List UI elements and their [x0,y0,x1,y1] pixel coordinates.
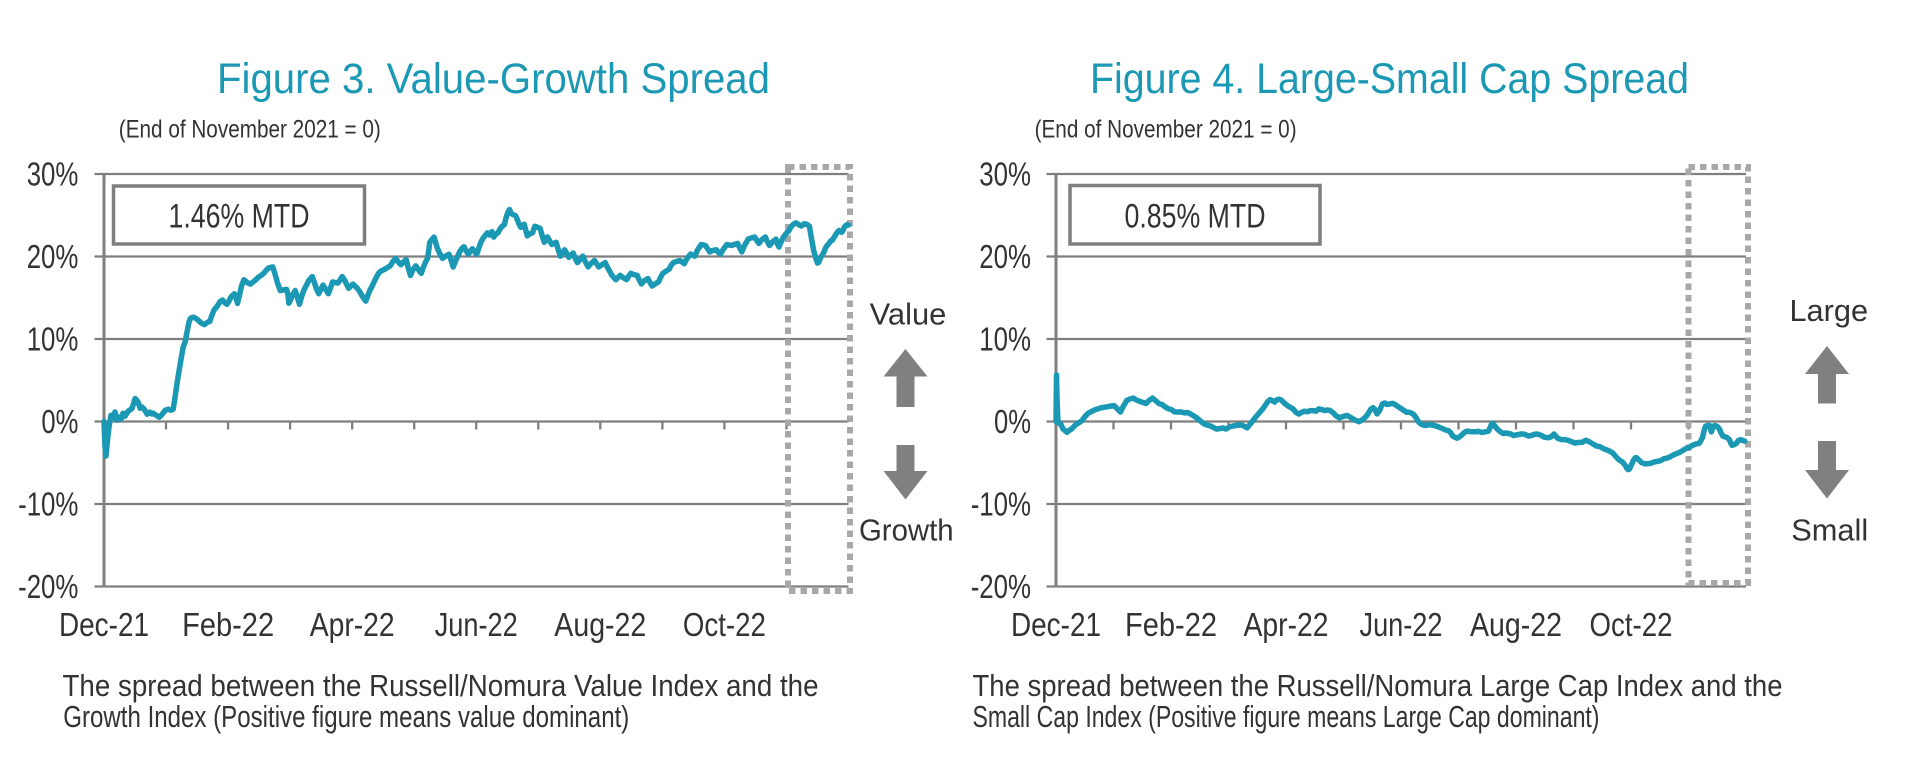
svg-text:Apr-22: Apr-22 [310,606,395,643]
svg-text:-20%: -20% [18,568,78,605]
svg-text:20%: 20% [27,238,79,275]
svg-text:Jun-22: Jun-22 [435,606,518,643]
svg-text:Oct-22: Oct-22 [1590,606,1673,643]
svg-text:The spread between the Russell: The spread between the Russell/Nomura La… [973,668,1783,703]
svg-text:Jun-22: Jun-22 [1360,606,1443,643]
svg-text:0%: 0% [41,403,78,440]
svg-text:Growth Index (Positive figure: Growth Index (Positive figure means valu… [63,699,629,734]
svg-text:30%: 30% [27,156,79,193]
svg-text:Figure 3. Value-Growth Spread: Figure 3. Value-Growth Spread [217,55,770,103]
svg-text:Apr-22: Apr-22 [1244,606,1329,643]
svg-text:0.85% MTD: 0.85% MTD [1125,198,1266,236]
svg-text:Growth: Growth [859,513,954,548]
svg-text:-10%: -10% [971,486,1031,523]
svg-text:Feb-22: Feb-22 [1125,606,1217,643]
svg-text:0%: 0% [994,403,1031,440]
svg-text:Value: Value [870,297,947,332]
svg-text:Aug-22: Aug-22 [1470,606,1562,643]
svg-text:20%: 20% [979,238,1031,275]
svg-text:The spread between the Russell: The spread between the Russell/Nomura Va… [63,668,819,703]
svg-text:(End of November 2021 = 0): (End of November 2021 = 0) [119,116,381,144]
svg-text:Dec-21: Dec-21 [59,606,149,643]
svg-text:Dec-21: Dec-21 [1011,606,1101,643]
svg-text:Small Cap Index (Positive figu: Small Cap Index (Positive figure means L… [973,699,1600,734]
svg-text:Oct-22: Oct-22 [683,606,766,643]
svg-text:-10%: -10% [18,486,78,523]
svg-text:Aug-22: Aug-22 [554,606,646,643]
svg-text:10%: 10% [27,321,79,358]
svg-text:Small: Small [1791,513,1868,548]
svg-text:(End of November 2021 = 0): (End of November 2021 = 0) [1035,116,1297,144]
svg-text:30%: 30% [979,156,1031,193]
svg-text:1.46% MTD: 1.46% MTD [169,198,310,236]
svg-text:Figure 4. Large-Small Cap Spre: Figure 4. Large-Small Cap Spread [1090,55,1689,103]
svg-text:Large: Large [1789,293,1868,328]
svg-text:Feb-22: Feb-22 [182,606,274,643]
svg-text:-20%: -20% [971,568,1031,605]
svg-text:10%: 10% [979,321,1031,358]
